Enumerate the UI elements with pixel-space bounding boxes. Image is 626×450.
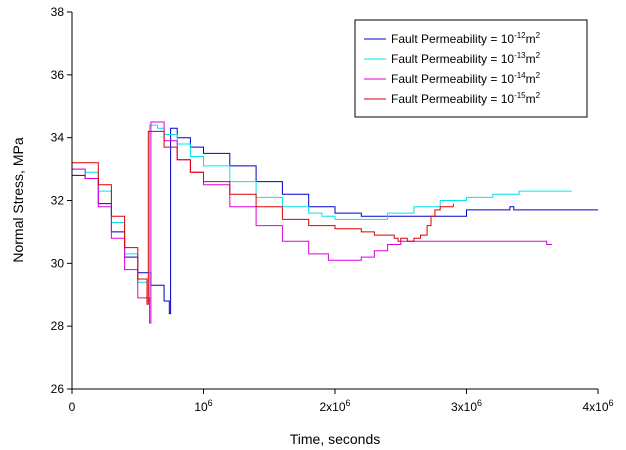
x-tick-base: 2x10 [319, 400, 345, 414]
y-ticks: 26 28 30 32 34 36 38 [51, 5, 72, 396]
series-line-2 [72, 124, 572, 302]
x-tick-exponent: 6 [208, 398, 213, 408]
y-tick-label: 38 [51, 5, 65, 19]
x-tick-exponent: 6 [609, 398, 614, 408]
legend-label-unit: m [526, 32, 536, 46]
x-tick-base: 0 [69, 400, 76, 414]
x-tick-label: 0 [69, 400, 76, 414]
y-axis-title: Normal Stress, MPa [10, 137, 26, 262]
legend-label-unit-exponent: 2 [536, 91, 541, 100]
legend-label-text: Fault Permeability = 10 [391, 32, 514, 46]
legend-label-exponent: -12 [514, 31, 526, 40]
y-tick-label: 32 [51, 194, 65, 208]
x-tick-base: 4x10 [582, 400, 608, 414]
x-tick-label: 3x106 [451, 398, 482, 414]
legend-label-unit: m [526, 92, 536, 106]
x-tick-label: 4x106 [582, 398, 613, 414]
legend-label-exponent: -14 [514, 71, 526, 80]
y-tick-label: 30 [51, 256, 65, 270]
series-line-3 [72, 121, 552, 324]
legend-label-text: Fault Permeability = 10 [391, 72, 514, 86]
legend-box [354, 19, 588, 118]
y-tick-label: 26 [51, 382, 65, 396]
legend-label: Fault Permeability = 10-14m2 [391, 71, 541, 86]
legend-label: Fault Permeability = 10-12m2 [391, 31, 541, 46]
series-line-4 [72, 130, 454, 305]
x-axis-title: Time, seconds [290, 431, 381, 447]
x-ticks: 0 106 2x106 3x106 4x106 [69, 389, 614, 414]
x-tick-exponent: 6 [346, 398, 351, 408]
legend-label: Fault Permeability = 10-15m2 [391, 91, 541, 106]
x-tick-base: 10 [194, 400, 208, 414]
x-tick-label: 106 [194, 398, 212, 414]
y-tick-label: 28 [51, 319, 65, 333]
series-layer [72, 121, 598, 324]
x-tick-base: 3x10 [451, 400, 477, 414]
x-tick-label: 2x106 [319, 398, 350, 414]
legend-label-unit-exponent: 2 [536, 51, 541, 60]
legend-label-exponent: -15 [514, 91, 526, 100]
legend-label-unit: m [526, 52, 536, 66]
legend-label-unit-exponent: 2 [536, 71, 541, 80]
y-tick-label: 36 [51, 68, 65, 82]
legend-label-unit: m [526, 72, 536, 86]
legend-label-unit-exponent: 2 [536, 31, 541, 40]
legend-label-text: Fault Permeability = 10 [391, 92, 514, 106]
x-tick-exponent: 6 [477, 398, 482, 408]
legend-label: Fault Permeability = 10-13m2 [391, 51, 541, 66]
legend-label-exponent: -13 [514, 51, 526, 60]
y-tick-label: 34 [51, 131, 65, 145]
legend-label-text: Fault Permeability = 10 [391, 52, 514, 66]
